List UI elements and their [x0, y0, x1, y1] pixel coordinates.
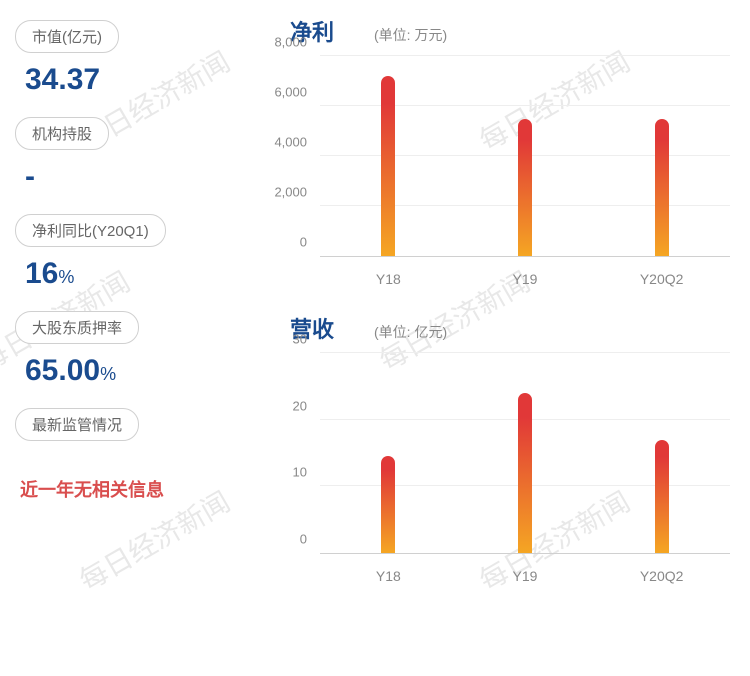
- plot-area: [320, 57, 730, 257]
- value-number: 65.00: [25, 354, 100, 387]
- y-axis: 02,0004,0006,0008,000: [260, 57, 315, 257]
- metric-institution-holding: 机构持股 -: [15, 117, 235, 194]
- bar: [655, 119, 669, 257]
- y-axis: 0102030: [260, 354, 315, 554]
- metric-label: 机构持股: [15, 117, 109, 150]
- y-tick-label: 30: [293, 332, 307, 347]
- metric-label: 净利同比(Y20Q1): [15, 214, 166, 247]
- bar-slot: [593, 57, 730, 256]
- gridline: [320, 352, 730, 353]
- bar-slot: [320, 354, 457, 553]
- bar: [518, 119, 532, 257]
- metric-pledge-rate: 大股东质押率 65.00%: [15, 311, 235, 388]
- value-number: -: [25, 160, 35, 193]
- main-container: 市值(亿元) 34.37 机构持股 - 净利同比(Y20Q1) 16% 大股东质…: [0, 0, 750, 676]
- bars-container: [320, 354, 730, 553]
- x-tick-label: Y19: [457, 568, 594, 584]
- bar: [381, 456, 395, 553]
- x-axis-labels: Y18Y19Y20Q2: [320, 271, 730, 287]
- bar-slot: [457, 354, 594, 553]
- chart-revenue: 营收 (单位: 亿元) 0 10 20 30 Y18Y19Y20Q2: [260, 312, 730, 584]
- metric-profit-yoy: 净利同比(Y20Q1) 16%: [15, 214, 235, 291]
- chart-header: 净利 (单位: 万元): [260, 15, 730, 47]
- metric-value: 16%: [15, 257, 235, 291]
- y-tick-label: 0: [300, 235, 307, 250]
- y-tick-label: 2,000: [274, 185, 307, 200]
- metric-label: 市值(亿元): [15, 20, 119, 53]
- value-unit: %: [100, 364, 116, 384]
- y-tick-label: 4,000: [274, 135, 307, 150]
- y-tick-label: 6,000: [274, 85, 307, 100]
- chart-net-profit: 净利 (单位: 万元) 0 2,000 4,000 6,000 8,000 Y18Y19…: [260, 15, 730, 287]
- chart-body: 0102030 Y18Y19Y20Q2: [260, 354, 730, 584]
- x-tick-label: Y20Q2: [593, 271, 730, 287]
- y-tick-label: 20: [293, 398, 307, 413]
- bars-container: [320, 57, 730, 256]
- right-charts-panel: 净利 (单位: 万元) 02,0004,0006,0008,000 Y18Y19…: [250, 0, 750, 676]
- metric-value: 65.00%: [15, 354, 235, 388]
- x-tick-label: Y18: [320, 568, 457, 584]
- metric-market-cap: 市值(亿元) 34.37: [15, 20, 235, 97]
- left-metrics-panel: 市值(亿元) 34.37 机构持股 - 净利同比(Y20Q1) 16% 大股东质…: [0, 0, 250, 676]
- bar: [655, 440, 669, 553]
- value-unit: %: [58, 267, 74, 287]
- gridline: [320, 55, 730, 56]
- x-tick-label: Y19: [457, 271, 594, 287]
- value-number: 16: [25, 257, 58, 290]
- metric-regulation: 最新监管情况: [15, 408, 235, 441]
- y-tick-label: 0: [300, 532, 307, 547]
- bar: [381, 76, 395, 256]
- metric-label: 大股东质押率: [15, 311, 139, 344]
- plot-area: [320, 354, 730, 554]
- bar: [518, 393, 532, 553]
- metric-value: 34.37: [15, 63, 235, 97]
- x-axis-labels: Y18Y19Y20Q2: [320, 568, 730, 584]
- y-tick-label: 8,000: [274, 35, 307, 50]
- metric-value: -: [15, 160, 235, 194]
- bar-slot: [593, 354, 730, 553]
- x-tick-label: Y20Q2: [593, 568, 730, 584]
- value-number: 34.37: [25, 63, 100, 96]
- bar-slot: [320, 57, 457, 256]
- chart-body: 02,0004,0006,0008,000 Y18Y19Y20Q2: [260, 57, 730, 287]
- chart-unit-label: (单位: 亿元): [374, 322, 447, 342]
- chart-unit-label: (单位: 万元): [374, 25, 447, 45]
- y-tick-label: 10: [293, 465, 307, 480]
- chart-header: 营收 (单位: 亿元): [260, 312, 730, 344]
- bar-slot: [457, 57, 594, 256]
- metric-label: 最新监管情况: [15, 408, 139, 441]
- x-tick-label: Y18: [320, 271, 457, 287]
- footer-message: 近一年无相关信息: [15, 476, 235, 502]
